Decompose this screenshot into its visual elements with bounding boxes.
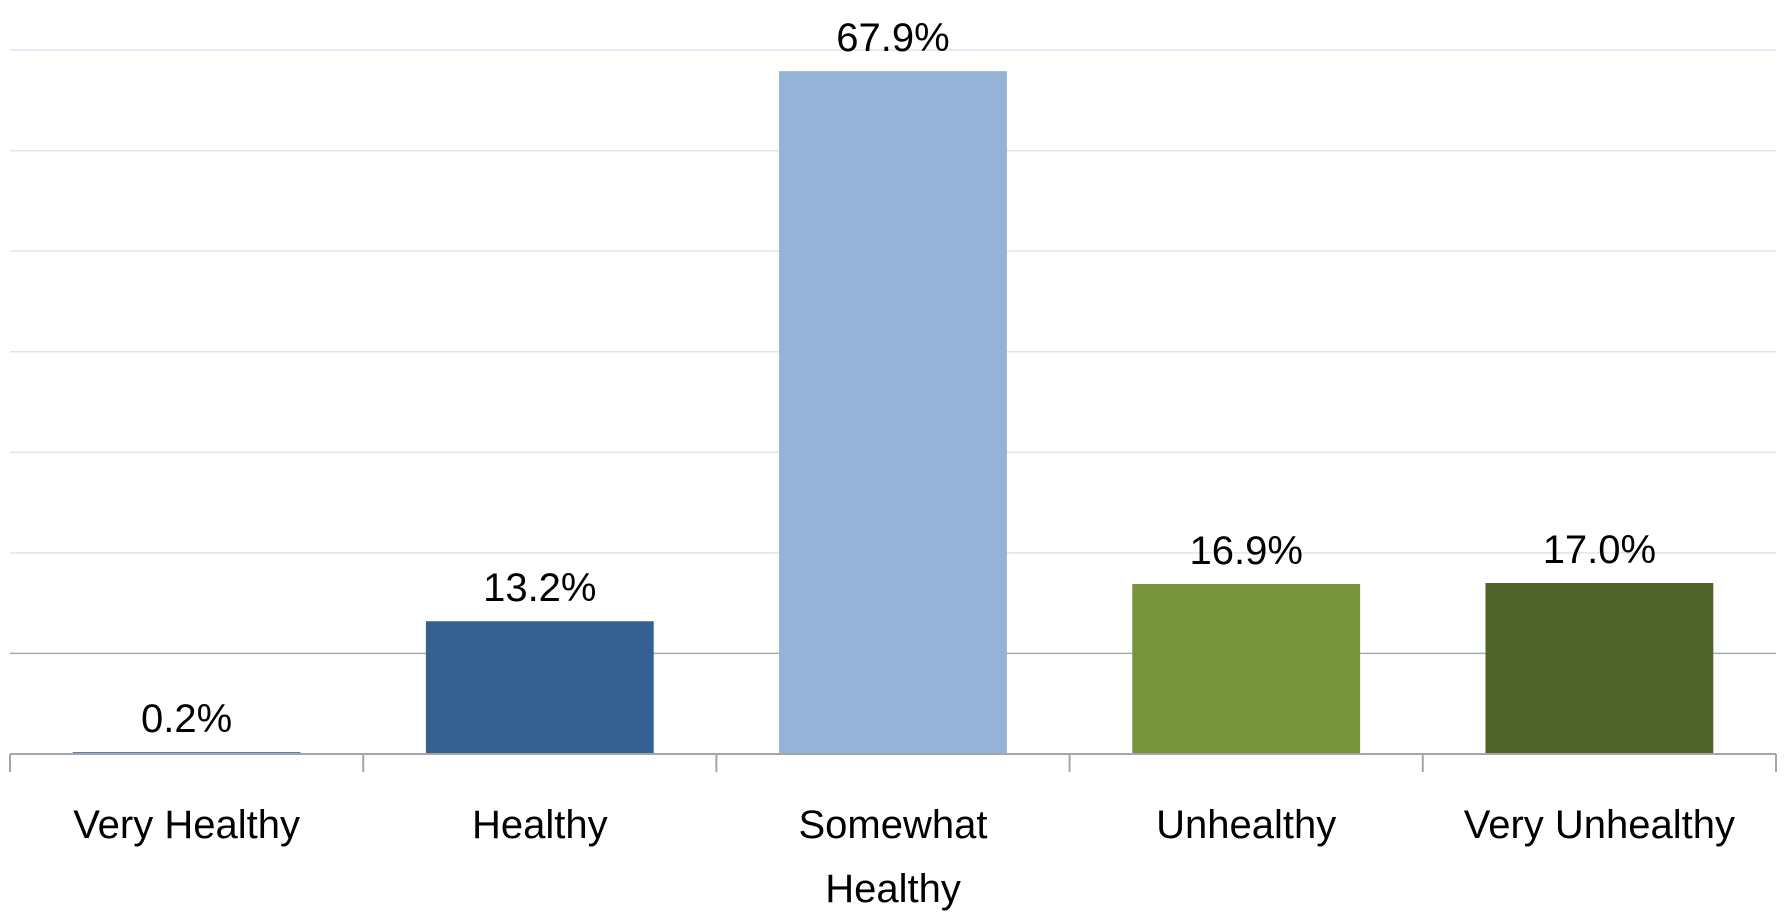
x-tick-labels: Very Healthy Healthy Somewhat Healthy Unheal… (73, 803, 1735, 911)
x-axis (9, 753, 1777, 772)
bar (72, 751, 301, 754)
bar (1485, 583, 1714, 754)
bar (425, 621, 654, 754)
data-label: 0.2% (141, 697, 232, 741)
data-label: 67.9% (836, 16, 949, 60)
x-tick-label: Somewhat (799, 803, 988, 847)
x-tick-label: Healthy (825, 867, 961, 911)
x-tick-label: Healthy (472, 803, 608, 847)
data-labels: 0.2% 13.2% 67.9% 16.9% 17.0% (141, 16, 1656, 741)
x-tick-label: Very Unhealthy (1464, 803, 1735, 847)
bar (1132, 584, 1361, 754)
data-label: 17.0% (1543, 528, 1656, 572)
data-label: 13.2% (483, 566, 596, 610)
x-tick-label: Unhealthy (1156, 803, 1336, 847)
x-tick-label: Very Healthy (73, 803, 300, 847)
data-label: 16.9% (1189, 529, 1302, 573)
bars (72, 71, 1714, 755)
bar (779, 71, 1007, 755)
